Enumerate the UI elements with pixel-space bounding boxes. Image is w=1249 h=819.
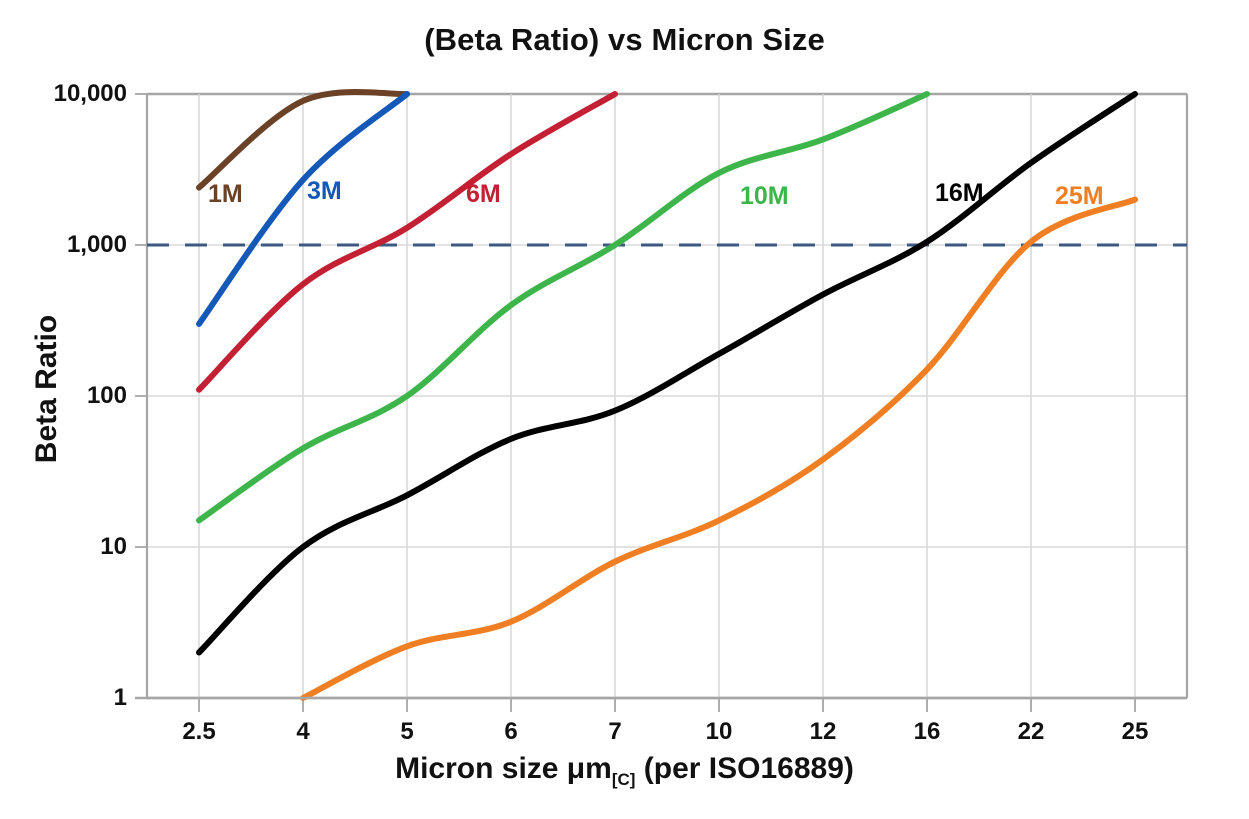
series-label-1m: 1M [208,180,243,208]
x-tick-label: 10 [705,718,733,745]
series-line-6m [196,91,618,393]
y-tick-label: 1 [113,684,127,711]
series-label-10m: 10M [740,182,789,210]
x-tick-label: 6 [504,718,518,745]
series-line-25m [300,196,1138,701]
series-line-1m [196,88,410,191]
series-line-16m [196,91,1138,656]
chart-title: (Beta Ratio) vs Micron Size [424,22,825,57]
y-tick-label: 10 [100,533,127,560]
x-tick-label: 16 [913,718,941,745]
y-tick-label: 1,000 [66,231,127,258]
series-label-16m: 16M [935,179,984,207]
x-tick-label: 22 [1017,718,1045,745]
x-axis-title-main: Micron size μm [395,752,612,785]
series-label-25m: 25M [1055,182,1104,210]
x-axis-title-suffix: (per ISO16889) [635,752,854,785]
x-tick-label: 7 [608,718,622,745]
series-label-3m: 3M [307,177,342,205]
x-tick-label: 12 [809,718,837,745]
series-label-6m: 6M [466,180,501,208]
y-tick-label: 100 [86,382,127,409]
x-axis-title: Micron size μm[C] (per ISO16889) [0,752,1249,790]
x-axis-title-subscript: [C] [611,770,636,789]
x-tick-label: 25 [1121,718,1149,745]
series-line-3m [196,91,410,327]
x-tick-label: 4 [296,718,310,745]
x-tick-label: 5 [400,718,414,745]
series-line-10m [196,91,930,524]
x-tick-label: 2.5 [182,718,216,745]
y-tick-label: 10,000 [53,80,127,107]
